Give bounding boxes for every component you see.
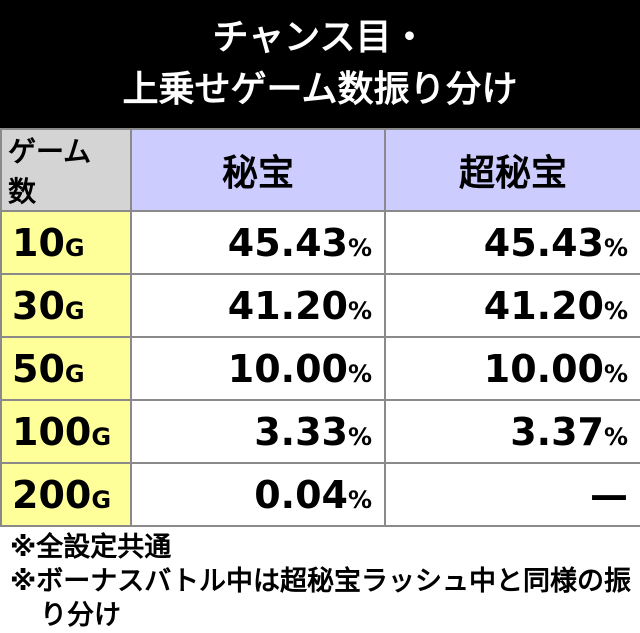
table-row: 200G 0.04% —: [0, 462, 640, 527]
table-row: 10G 45.43% 45.43%: [0, 210, 640, 275]
row-label: 100G: [0, 399, 132, 464]
note: ※ボーナスバトル中は超秘宝ラッシュ中と同様の振り分け: [10, 566, 632, 631]
cell: 45.43%: [384, 210, 640, 275]
cell: 3.33%: [130, 399, 386, 464]
cell: 10.00%: [130, 336, 386, 401]
cell: 10.00%: [384, 336, 640, 401]
table-body: 10G 45.43% 45.43% 30G 41.20% 41.20% 50G 10.00% 1…: [0, 210, 640, 527]
note: ※全設定共通: [10, 532, 172, 563]
cell: 0.04%: [130, 462, 386, 527]
table-row: 30G 41.20% 41.20%: [0, 273, 640, 338]
table-row: 50G 10.00% 10.00%: [0, 336, 640, 401]
column-header: ゲーム数: [0, 128, 132, 212]
row-label: 200G: [0, 462, 132, 527]
table-row: 100G 3.33% 3.37%: [0, 399, 640, 464]
cell: 3.37%: [384, 399, 640, 464]
row-label: 10G: [0, 210, 132, 275]
header-row: ゲーム数 秘宝 超秘宝: [0, 128, 640, 212]
notes: ※全設定共通 ※ボーナスバトル中は超秘宝ラッシュ中と同様の振り分け: [0, 527, 640, 633]
row-label: 30G: [0, 273, 132, 338]
title-line: 上乗せゲーム数振り分け: [122, 69, 518, 110]
column-header: 秘宝: [130, 128, 386, 212]
row-label: 50G: [0, 336, 132, 401]
cell: —: [384, 462, 640, 527]
column-header: 超秘宝: [384, 128, 640, 212]
cell: 45.43%: [130, 210, 386, 275]
cell: 41.20%: [384, 273, 640, 338]
title-line: チャンス目・: [212, 17, 428, 58]
cell: 41.20%: [130, 273, 386, 338]
title-block: チャンス目・ 上乗せゲーム数振り分け: [0, 0, 640, 128]
table: ゲーム数 秘宝 超秘宝 10G 45.43% 45.43% 30G 41.20% 41.20%…: [0, 128, 640, 527]
